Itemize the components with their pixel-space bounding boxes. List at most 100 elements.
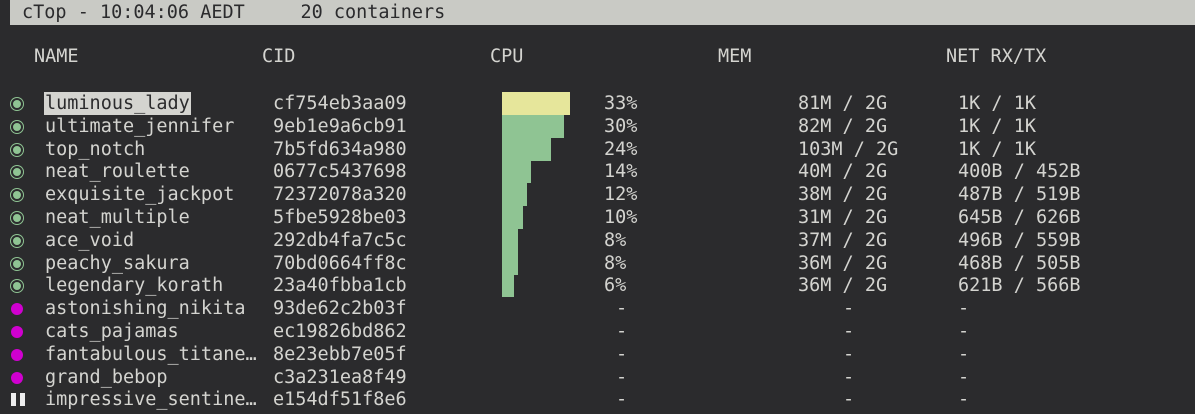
cpu-bar	[502, 114, 564, 138]
container-net: 621B / 566B	[958, 275, 1081, 297]
container-row[interactable]: peachy_sakura 70bd0664ff8c 8% 36M / 2G 468B …	[0, 251, 1195, 275]
running-status-icon	[11, 257, 23, 270]
title-bar: cTop - 10:04:06 AEDT 20 containers	[10, 0, 1195, 25]
running-status-icon	[11, 98, 23, 110]
container-cid: 93de62c2b03f	[273, 298, 407, 320]
container-mem: 38M / 2G	[798, 184, 888, 206]
container-row[interactable]: astonishing_nikita 93de62c2b03f - - -	[0, 297, 1195, 320]
header-cpu[interactable]: CPU	[490, 46, 524, 67]
container-row[interactable]: fantabulous_titane… 8e23ebb7e05f - - -	[0, 343, 1195, 366]
container-net: -	[958, 366, 970, 388]
header-mem[interactable]: MEM	[718, 46, 752, 67]
container-net: 645B / 626B	[958, 207, 1081, 228]
container-cid: 72372078a320	[273, 184, 407, 206]
container-cpu: 14%	[604, 161, 638, 183]
container-cid: 8e23ebb7e05f	[273, 343, 407, 365]
container-mem: 31M / 2G	[798, 207, 888, 228]
container-net: -	[958, 321, 970, 342]
container-cpu: -	[616, 366, 628, 388]
container-name: ace_void	[45, 229, 135, 251]
container-row[interactable]: ultimate_jennifer 9eb1e9a6cb91 30% 82M / 2G…	[0, 114, 1195, 138]
container-net: 1K / 1K	[958, 138, 1036, 160]
container-net: 1K / 1K	[958, 115, 1036, 137]
header-net[interactable]: NET RX/TX	[946, 46, 1047, 67]
cpu-bar	[502, 92, 570, 115]
container-cid: 0677c5437698	[273, 161, 407, 183]
container-mem: -	[843, 366, 855, 388]
stopped-status-icon	[11, 348, 23, 361]
container-cid: 5fbe5928be03	[273, 207, 407, 228]
running-status-icon	[11, 280, 23, 293]
container-cid: 7b5fd634a980	[273, 138, 407, 160]
container-cid: 9eb1e9a6cb91	[273, 115, 407, 137]
container-mem: 82M / 2G	[798, 115, 888, 137]
container-net: 1K / 1K	[958, 93, 1036, 114]
container-cpu: 30%	[604, 115, 638, 137]
header-name[interactable]: NAME	[34, 46, 79, 67]
cpu-bar	[502, 183, 527, 207]
container-cpu: -	[616, 321, 628, 342]
cpu-bar	[502, 228, 519, 252]
container-cid: ec19826bd862	[273, 321, 407, 342]
container-cpu: -	[616, 343, 628, 365]
cpu-bar	[502, 206, 523, 229]
container-cpu: 6%	[604, 275, 627, 297]
cpu-bar	[502, 160, 531, 184]
container-name: top_notch	[45, 138, 146, 160]
container-mem: 36M / 2G	[798, 252, 888, 274]
container-cpu: 24%	[604, 138, 638, 160]
container-row[interactable]: cats_pajamas ec19826bd862 - - -	[0, 320, 1195, 343]
cpu-bar	[502, 251, 519, 275]
container-row[interactable]: ace_void 292db4fa7c5c 8% 37M / 2G 496B / 559…	[0, 228, 1195, 252]
container-cid: cf754eb3aa09	[273, 93, 407, 114]
container-row[interactable]: impressive_sentine… e154df51f8e6 - - -	[0, 388, 1195, 411]
container-cid: 292db4fa7c5c	[273, 229, 407, 251]
container-mem: -	[843, 389, 855, 411]
container-mem: -	[843, 343, 855, 365]
container-net: -	[958, 298, 970, 320]
container-cpu: 10%	[604, 207, 638, 228]
container-mem: -	[843, 298, 855, 320]
container-row[interactable]: luminous_lady cf754eb3aa09 33% 81M / 2G 1K /…	[0, 92, 1195, 115]
running-status-icon	[11, 166, 23, 179]
container-cpu: 8%	[604, 252, 627, 274]
cpu-bar	[502, 274, 515, 298]
container-net: 487B / 519B	[958, 184, 1081, 206]
cpu-bar	[502, 137, 552, 161]
container-cid: 23a40fbba1cb	[273, 275, 407, 297]
header-cid[interactable]: CID	[262, 46, 296, 67]
container-mem: 81M / 2G	[798, 93, 888, 114]
container-net: 468B / 505B	[958, 252, 1081, 274]
container-row[interactable]: neat_roulette 0677c5437698 14% 40M / 2G 400B…	[0, 160, 1195, 184]
container-name: fantabulous_titane…	[45, 343, 257, 365]
container-name: peachy_sakura	[45, 252, 190, 274]
container-row[interactable]: neat_multiple 5fbe5928be03 10% 31M / 2G 645B…	[0, 206, 1195, 229]
container-name: luminous_lady	[44, 92, 191, 115]
container-mem: -	[843, 321, 855, 342]
stopped-status-icon	[11, 326, 23, 338]
running-status-icon	[11, 143, 23, 156]
container-name: neat_multiple	[45, 207, 190, 228]
container-cpu: -	[616, 298, 628, 320]
container-net: 400B / 452B	[958, 161, 1081, 183]
container-net: -	[958, 389, 970, 411]
container-row[interactable]: exquisite_jackpot 72372078a320 12% 38M / 2G…	[0, 183, 1195, 207]
container-cpu: 12%	[604, 184, 638, 206]
running-status-icon	[11, 189, 23, 202]
paused-icon	[11, 393, 25, 407]
container-name: ultimate_jennifer	[45, 115, 235, 137]
container-name: impressive_sentine…	[45, 389, 257, 411]
running-status-icon	[11, 234, 23, 247]
stopped-status-icon	[11, 303, 23, 316]
container-name: neat_roulette	[45, 161, 190, 183]
container-row[interactable]: legendary_korath 23a40fbba1cb 6% 36M / 2G 62…	[0, 274, 1195, 298]
running-status-icon	[11, 212, 23, 224]
container-row[interactable]: grand_bebop c3a231ea8f49 - - -	[0, 366, 1195, 389]
container-mem: 37M / 2G	[798, 229, 888, 251]
container-row[interactable]: top_notch 7b5fd634a980 24% 103M / 2G 1K / 1K	[0, 137, 1195, 161]
container-net: 496B / 559B	[958, 229, 1081, 251]
container-cid: c3a231ea8f49	[273, 366, 407, 388]
container-name: grand_bebop	[45, 366, 168, 388]
container-cpu: 33%	[604, 93, 638, 114]
container-name: cats_pajamas	[45, 321, 179, 342]
